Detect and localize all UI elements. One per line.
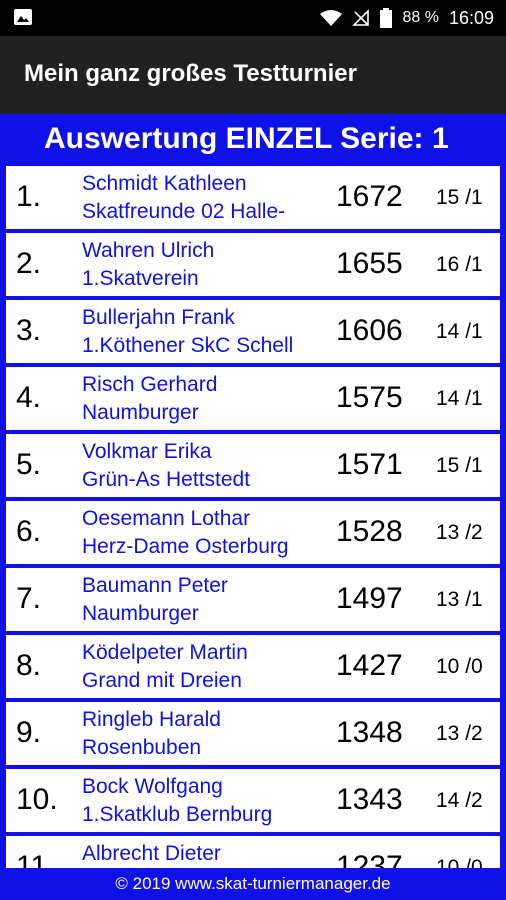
player-name: Risch Gerhard [82, 373, 218, 396]
rank: 1. [16, 180, 42, 213]
player-name: Schmidt Kathleen [82, 172, 247, 195]
player-name: Bock Wolfgang [82, 775, 223, 798]
points: 1571 [336, 448, 403, 481]
points: 1528 [336, 515, 403, 548]
evaluation-heading: Auswertung EINZEL Serie: 1 [0, 114, 506, 164]
games-won-lost: 10 /0 [436, 655, 483, 678]
no-signal-icon [352, 9, 370, 26]
player-name: Oesemann Lothar [82, 507, 251, 530]
club-name: Naumburger [82, 602, 199, 625]
ranking-row[interactable]: 8. Ködelpeter Martin Grand mit Dreien 14… [6, 635, 500, 698]
club-name: 1.Skatklub Bernburg [82, 803, 273, 826]
battery-icon [380, 8, 393, 28]
ranking-row[interactable]: 5. Volkmar Erika Grün-As Hettstedt 1571 … [6, 434, 500, 497]
status-bar: 88 % 16:09 [0, 0, 506, 36]
club-name: 1.Köthener SkC Schell [82, 334, 294, 357]
rank: 2. [16, 247, 42, 280]
club-name: Herz-Dame Osterburg [82, 535, 289, 558]
rank: 3. [16, 314, 42, 347]
app-title: Mein ganz großes Testturnier [24, 60, 357, 87]
copyright-footer: © 2019 www.skat-turniermanager.de [0, 868, 506, 900]
points: 1343 [336, 783, 403, 816]
ranking-row[interactable]: 7. Baumann Peter Naumburger 1497 13 /1 [6, 568, 500, 631]
ranking-row[interactable]: 9. Ringleb Harald Rosenbuben 1348 13 /2 [6, 702, 500, 765]
heading-label: Auswertung EINZEL Serie: [44, 122, 424, 155]
club-name: Grand mit Dreien [82, 669, 242, 692]
games-won-lost: 15 /1 [436, 454, 483, 477]
club-name: Grün-As Hettstedt [82, 468, 251, 491]
games-won-lost: 14 /2 [436, 789, 483, 812]
games-won-lost: 13 /1 [436, 588, 483, 611]
points: 1655 [336, 247, 403, 280]
points: 1497 [336, 582, 403, 615]
ranking-row[interactable]: 10. Bock Wolfgang 1.Skatklub Bernburg 13… [6, 769, 500, 832]
games-won-lost: 13 /2 [436, 521, 483, 544]
player-name: Bullerjahn Frank [82, 306, 235, 329]
rank: 11. [16, 850, 56, 868]
app-bar: Mein ganz großes Testturnier [0, 36, 506, 114]
player-name: Wahren Ulrich [82, 239, 215, 262]
club-name: Rosenbuben [82, 736, 202, 759]
player-name: Volkmar Erika [82, 440, 212, 463]
games-won-lost: 14 /1 [436, 320, 483, 343]
games-won-lost: 13 /2 [436, 722, 483, 745]
ranking-row[interactable]: 6. Oesemann Lothar Herz-Dame Osterburg 1… [6, 501, 500, 564]
rank: 4. [16, 381, 42, 414]
wifi-icon [320, 10, 343, 26]
ranking-row[interactable]: 11. Albrecht Dieter 1237 10 /0 [6, 836, 500, 868]
ranking-row[interactable]: 4. Risch Gerhard Naumburger 1575 14 /1 [6, 367, 500, 430]
ranking-row[interactable]: 3. Bullerjahn Frank 1.Köthener SkC Schel… [6, 300, 500, 363]
games-won-lost: 14 /1 [436, 387, 483, 410]
player-name: Ködelpeter Martin [82, 641, 248, 664]
ranking-row[interactable]: 2. Wahren Ulrich 1.Skatverein 1655 16 /1 [6, 233, 500, 296]
points: 1348 [336, 716, 403, 749]
ranking-list[interactable]: 1. Schmidt Kathleen Skatfreunde 02 Halle… [6, 166, 502, 868]
player-name: Albrecht Dieter [82, 842, 221, 865]
ranking-row[interactable]: 1. Schmidt Kathleen Skatfreunde 02 Halle… [6, 166, 500, 229]
rank: 10. [16, 783, 58, 816]
club-name: 1.Skatverein [82, 267, 199, 290]
rank: 6. [16, 515, 42, 548]
rank: 8. [16, 649, 42, 682]
points: 1427 [336, 649, 403, 682]
battery-percent: 88 % [402, 9, 439, 26]
games-won-lost: 15 /1 [436, 186, 483, 209]
points: 1237 [336, 850, 403, 868]
points: 1606 [336, 314, 403, 347]
clock: 16:09 [448, 7, 494, 28]
rank: 5. [16, 448, 42, 481]
image-notification-icon [14, 9, 32, 25]
points: 1672 [336, 180, 403, 213]
series-number: 1 [432, 122, 449, 155]
games-won-lost: 10 /0 [436, 856, 483, 868]
player-name: Ringleb Harald [82, 708, 221, 731]
points: 1575 [336, 381, 403, 414]
club-name: Naumburger [82, 401, 199, 424]
club-name: Skatfreunde 02 Halle- [82, 200, 286, 223]
player-name: Baumann Peter [82, 574, 228, 597]
rank: 7. [16, 582, 42, 615]
rank: 9. [16, 716, 42, 749]
games-won-lost: 16 /1 [436, 253, 483, 276]
